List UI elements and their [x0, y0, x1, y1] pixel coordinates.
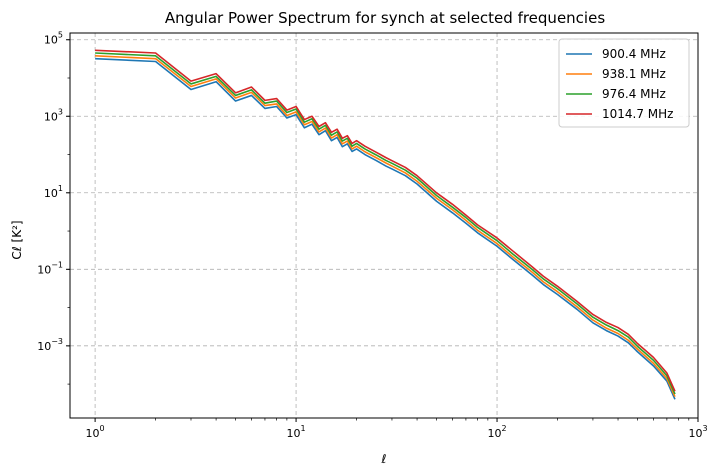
- x-tick-label: 100: [86, 424, 105, 440]
- y-tick-label: 10−3: [37, 337, 63, 353]
- plot-frame: [69, 32, 699, 419]
- x-axis-label: ℓ: [381, 452, 387, 466]
- x-tick-label: 102: [487, 424, 506, 440]
- legend-label: 938.1 MHz: [602, 67, 666, 81]
- chart-title: Angular Power Spectrum for synch at sele…: [165, 9, 605, 27]
- series-line-3: [95, 49, 676, 392]
- y-tick-label: 105: [44, 31, 63, 47]
- x-tick-label: 103: [688, 424, 707, 440]
- series-line-1: [95, 55, 676, 397]
- y-axis-label: Cℓ [K²]: [10, 220, 24, 259]
- legend-label: 976.4 MHz: [602, 87, 666, 101]
- series-line-2: [95, 52, 676, 395]
- x-axis-ticks: 100 101 102 103: [86, 418, 708, 440]
- legend-box: [558, 38, 690, 128]
- y-tick-label: 10−1: [37, 260, 63, 276]
- legend: 900.4 MHz 938.1 MHz 976.4 MHz 1014.7 MHz: [558, 38, 690, 128]
- y-axis-ticks: 10−3 10−1 101 103 105: [37, 31, 70, 385]
- legend-label: 900.4 MHz: [602, 47, 666, 61]
- x-tick-label: 101: [287, 424, 306, 440]
- y-tick-label: 101: [44, 184, 63, 200]
- series-lines: [95, 49, 676, 400]
- y-tick-label: 103: [44, 107, 63, 123]
- legend-label: 1014.7 MHz: [602, 107, 673, 121]
- series-line-0: [95, 57, 676, 400]
